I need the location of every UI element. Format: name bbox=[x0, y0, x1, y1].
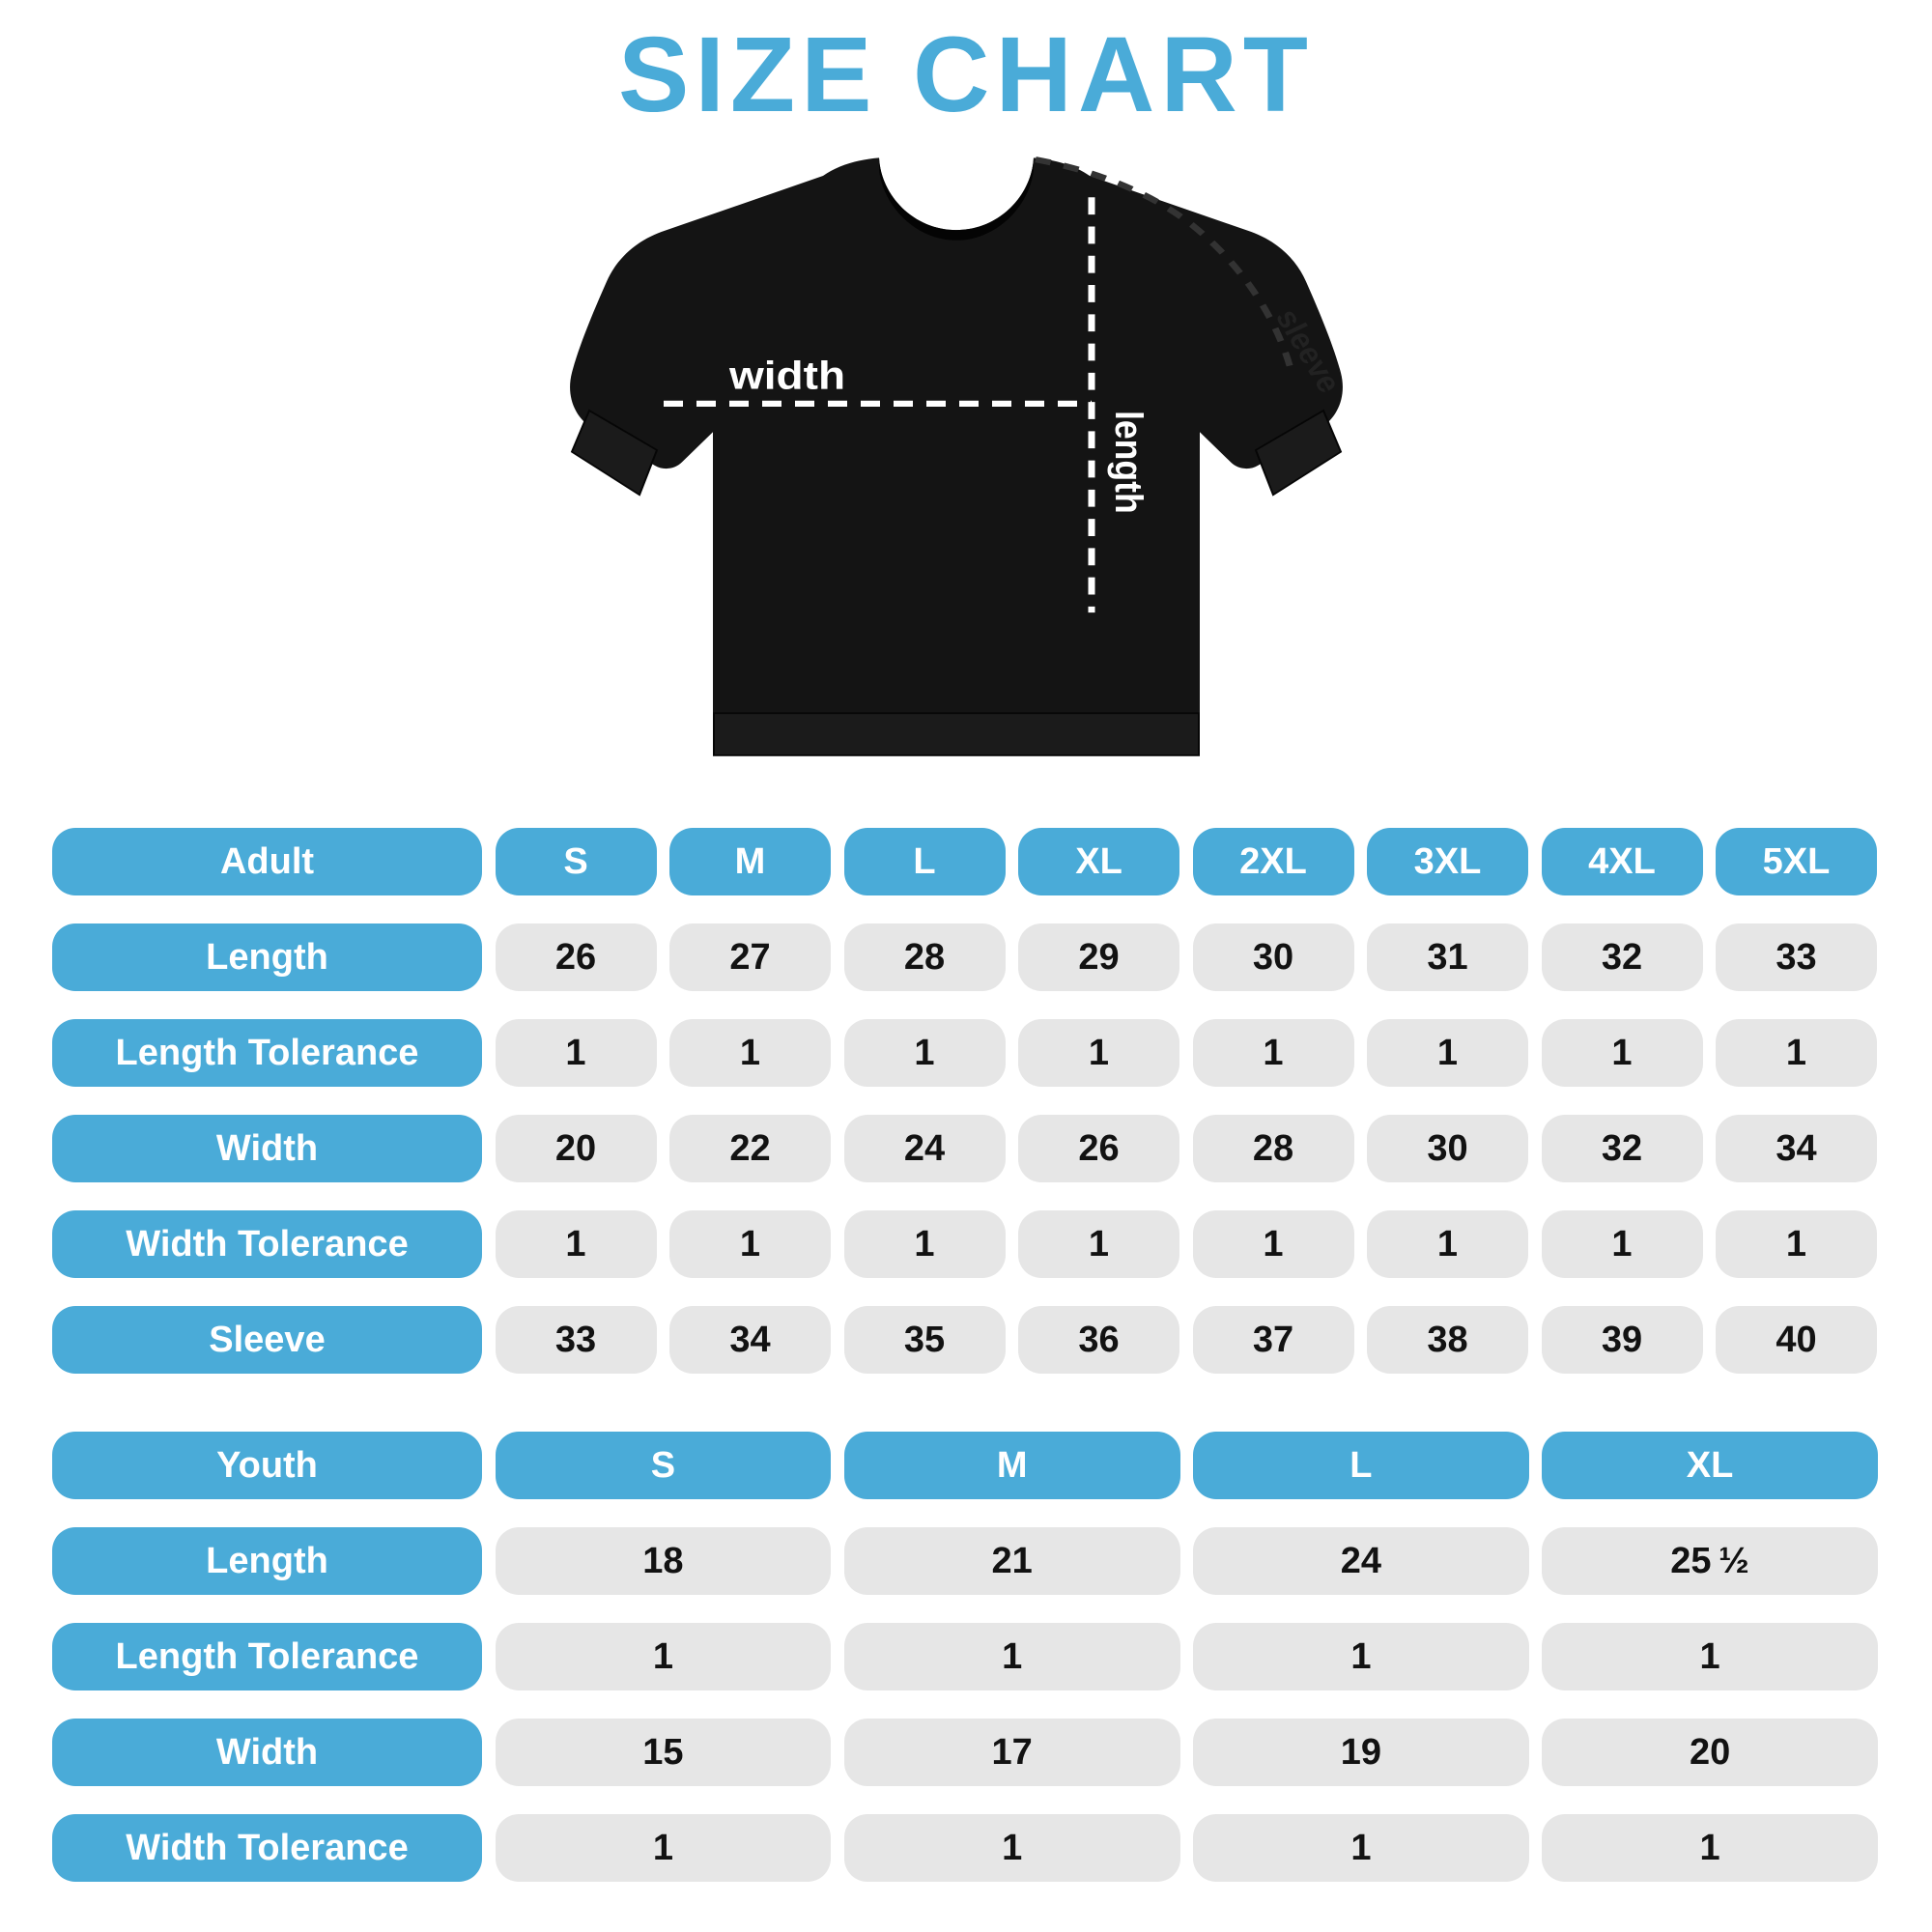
svg-text:length: length bbox=[1106, 411, 1149, 514]
svg-text:width: width bbox=[728, 355, 845, 398]
